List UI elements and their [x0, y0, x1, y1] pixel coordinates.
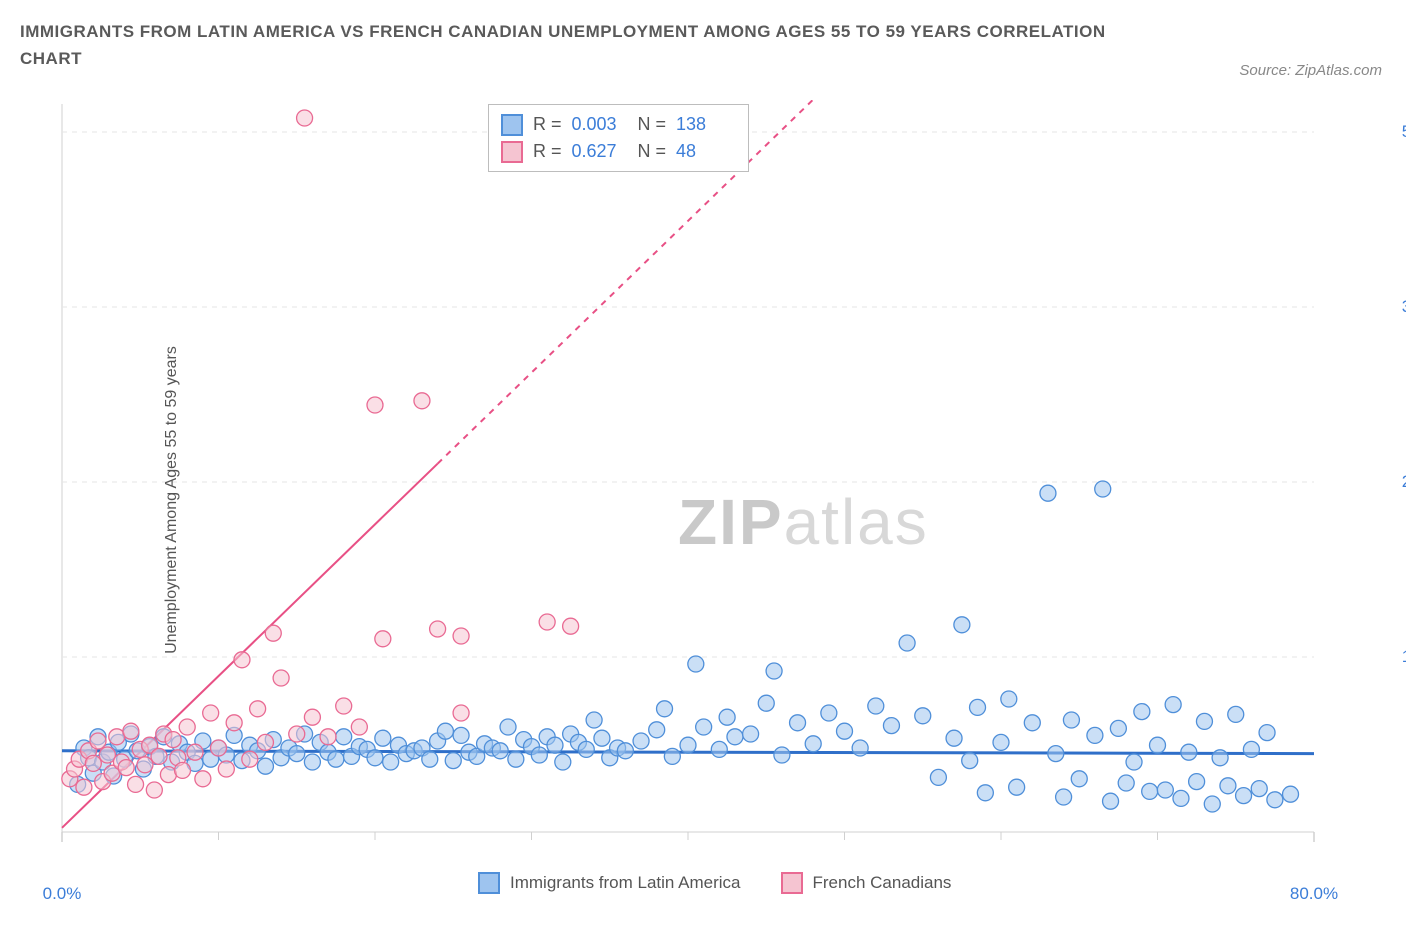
r-label: R = [533, 111, 562, 138]
n-value: 48 [676, 138, 732, 165]
legend-label: Immigrants from Latin America [510, 873, 741, 893]
correlation-legend: R = 0.003 N = 138 R = 0.627 N = 48 [488, 104, 749, 172]
r-value: 0.627 [572, 138, 628, 165]
source-attribution: Source: ZipAtlas.com [1239, 62, 1382, 79]
scatter-plot [58, 100, 1318, 860]
x-tick-label: 80.0% [1290, 884, 1338, 904]
legend-swatch [781, 872, 803, 894]
y-tick-label: 25.0% [1402, 472, 1406, 492]
r-value: 0.003 [572, 111, 628, 138]
chart-container: Unemployment Among Ages 55 to 59 years Z… [58, 100, 1388, 900]
source-name: ZipAtlas.com [1295, 62, 1382, 79]
series-legend: Immigrants from Latin America French Cana… [478, 872, 951, 894]
legend-item: Immigrants from Latin America [478, 872, 741, 894]
n-value: 138 [676, 111, 732, 138]
source-prefix: Source: [1239, 62, 1295, 79]
correlation-swatch [501, 141, 523, 163]
correlation-row: R = 0.003 N = 138 [501, 111, 732, 138]
legend-swatch [478, 872, 500, 894]
n-label: N = [638, 111, 667, 138]
chart-title: IMMIGRANTS FROM LATIN AMERICA VS FRENCH … [20, 18, 1120, 72]
y-tick-label: 37.5% [1402, 297, 1406, 317]
legend-item: French Canadians [781, 872, 952, 894]
x-tick-label: 0.0% [43, 884, 82, 904]
correlation-row: R = 0.627 N = 48 [501, 138, 732, 165]
n-label: N = [638, 138, 667, 165]
legend-label: French Canadians [813, 873, 952, 893]
y-tick-label: 12.5% [1402, 647, 1406, 667]
r-label: R = [533, 138, 562, 165]
y-axis-label: Unemployment Among Ages 55 to 59 years [163, 346, 181, 654]
correlation-swatch [501, 114, 523, 136]
y-tick-label: 50.0% [1402, 122, 1406, 142]
